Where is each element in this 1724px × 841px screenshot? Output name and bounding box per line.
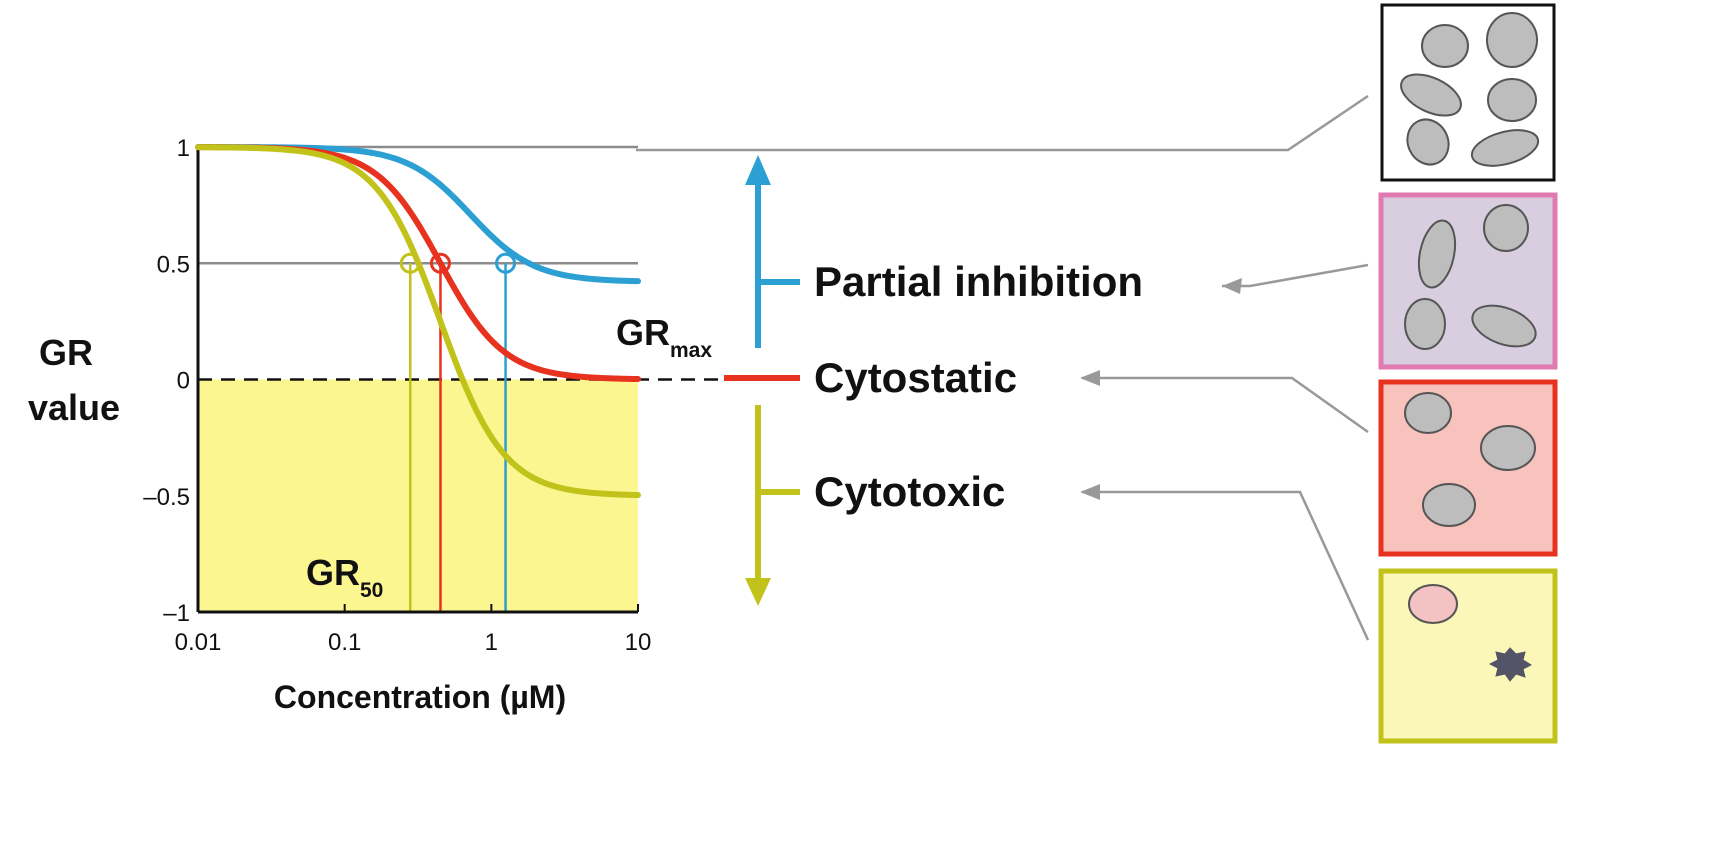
gr50-main: GR: [306, 552, 360, 593]
y-tick-label: 1: [177, 135, 190, 162]
gr50-sub: 50: [360, 579, 383, 602]
panel-connectors: [636, 94, 1370, 641]
gr50-marker-cytotoxic: [399, 252, 421, 274]
gr50-annotation: GR50: [306, 552, 383, 602]
x-tick-label: 0.1: [328, 629, 361, 656]
grmax-sub: max: [670, 339, 712, 362]
cell: [1483, 204, 1529, 252]
gr50-marker-partial: [495, 252, 517, 274]
grmax-main: GR: [616, 312, 670, 353]
yellow-arrow-head: [745, 578, 771, 606]
gr50-marker-cytostatic: [429, 252, 451, 274]
legend-cytotoxic: Cytotoxic: [814, 468, 1005, 515]
cell: [1400, 73, 1462, 117]
cell: [1417, 219, 1457, 289]
arrowhead-cytotoxic: [1080, 484, 1100, 500]
cell: [1470, 129, 1540, 167]
y-tick-label: 0.5: [157, 251, 190, 278]
arrowhead-partial: [1222, 278, 1242, 294]
cell-debris-icon: [1488, 647, 1533, 682]
y-axis-label-line1: GR: [39, 332, 93, 373]
connector-partial: [1222, 263, 1369, 288]
cell: [1487, 78, 1537, 122]
y-ticks: 1 0.5 0 –0.5 –1: [143, 135, 190, 627]
y-axis-label-line2: value: [28, 387, 120, 428]
legend-partial-inhibition: Partial inhibition: [814, 258, 1143, 305]
x-tick-label: 10: [625, 629, 652, 656]
panel-partial-inhibition: [1378, 192, 1558, 370]
cell: [1404, 392, 1452, 434]
y-tick-label: –1: [163, 600, 190, 627]
panel-untreated: [1380, 3, 1556, 182]
cell: [1471, 304, 1537, 348]
cytotoxic-region: [198, 379, 638, 612]
gr50-markers: [399, 252, 517, 274]
cell: [1421, 24, 1469, 68]
dying-cell: [1408, 584, 1458, 624]
x-ticks: 0.01 0.1 1 10: [175, 604, 652, 656]
cell: [1486, 12, 1538, 68]
x-axis-label: Concentration (µM): [274, 679, 566, 715]
connector-cytostatic: [1082, 376, 1369, 434]
x-tick-label: 1: [485, 629, 498, 656]
cell: [1480, 425, 1536, 471]
arrowhead-cytostatic: [1080, 370, 1100, 386]
y-tick-label: 0: [177, 368, 190, 395]
axes: [196, 147, 638, 614]
panel-cytotoxic-frame: [1378, 568, 1558, 744]
gr-classification: Partial inhibition Cytostatic Cytotoxic: [724, 155, 1143, 606]
panel-cytostatic: [1378, 379, 1558, 557]
connector-cytotoxic: [1082, 490, 1370, 641]
x-tick-label: 0.01: [175, 629, 222, 656]
cell: [1404, 298, 1446, 350]
y-tick-label: –0.5: [143, 484, 190, 511]
cell: [1406, 118, 1450, 166]
panel-cytotoxic: [1378, 568, 1558, 744]
legend-cytostatic: Cytostatic: [814, 354, 1017, 401]
grmax-annotation: GRmax: [616, 312, 712, 362]
cell: [1422, 483, 1476, 527]
blue-arrow-head: [745, 155, 771, 185]
connector-untreated: [636, 94, 1369, 152]
